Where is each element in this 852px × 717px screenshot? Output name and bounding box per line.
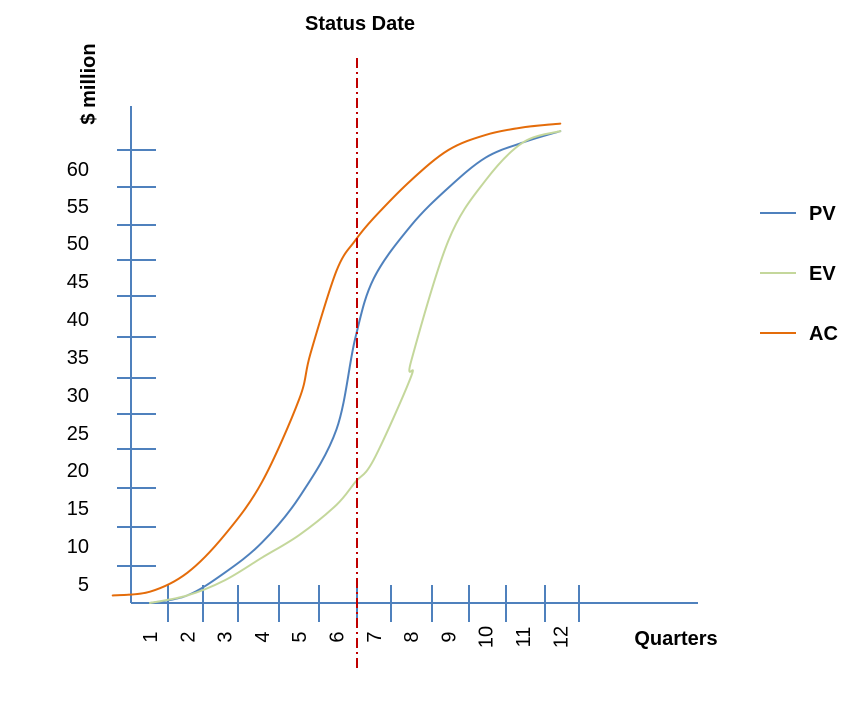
series-line-pv — [149, 130, 562, 604]
y-tick-label: 45 — [67, 271, 89, 293]
x-tick-label: 11 — [513, 627, 535, 648]
y-axis-label: $ million — [78, 43, 100, 124]
y-ticks: 5 10 15 20 25 30 35 40 45 50 55 60 — [67, 149, 156, 596]
x-ticks: 1 2 3 4 5 6 7 8 9 10 11 12 — [140, 585, 580, 648]
x-tick-label: 7 — [364, 631, 386, 642]
x-tick-label: 6 — [327, 631, 349, 642]
legend-label-ev: EV — [809, 263, 836, 285]
x-tick-label: 10 — [476, 626, 498, 648]
y-tick-label: 25 — [67, 423, 89, 445]
series-line-ev — [149, 130, 562, 604]
y-tick-label: 60 — [67, 159, 89, 181]
x-tick-label: 12 — [550, 626, 572, 648]
y-tick-label: 50 — [67, 233, 89, 255]
y-tick-label: 55 — [67, 196, 89, 218]
x-tick-label: 3 — [215, 631, 237, 642]
x-tick-label: 5 — [289, 631, 311, 642]
x-tick-label: 2 — [177, 631, 199, 642]
series-line-ac — [111, 122, 562, 597]
x-tick-label: 8 — [401, 631, 423, 642]
x-tick-label: 4 — [252, 631, 274, 642]
legend-label-ac: AC — [809, 323, 838, 345]
series-group — [111, 122, 562, 604]
y-tick-label: 40 — [67, 309, 89, 331]
x-tick-label: 1 — [140, 631, 162, 642]
y-tick-label: 35 — [67, 347, 89, 369]
y-tick-label: 5 — [78, 574, 89, 596]
y-tick-label: 20 — [67, 460, 89, 482]
y-tick-label: 15 — [67, 498, 89, 520]
legend: PV EV AC — [760, 203, 838, 345]
chart-title: Status Date — [305, 13, 415, 35]
x-tick-label: 9 — [438, 631, 460, 642]
legend-label-pv: PV — [809, 203, 836, 225]
y-tick-label: 10 — [67, 536, 89, 558]
x-axis-label: Quarters — [634, 628, 717, 650]
y-tick-label: 30 — [67, 385, 89, 407]
